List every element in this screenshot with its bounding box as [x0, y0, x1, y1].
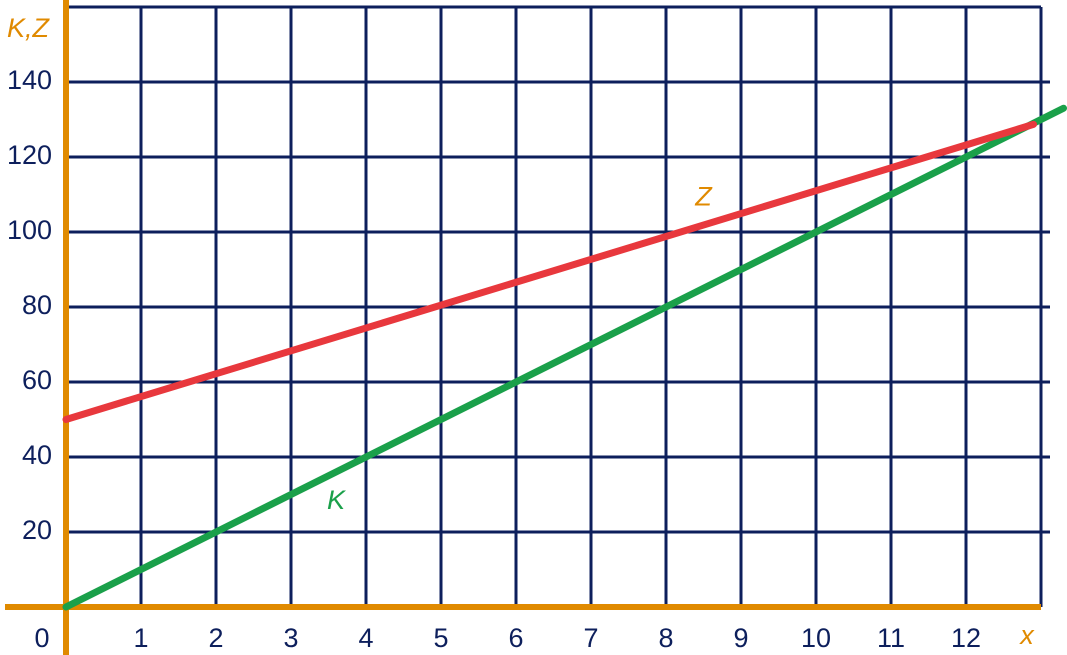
y-tick-label: 60 — [22, 365, 52, 395]
x-tick-label: 12 — [951, 623, 981, 653]
x-axis-label: x — [1018, 620, 1035, 650]
annotation: K — [327, 485, 346, 515]
origin-label: 0 — [34, 623, 49, 653]
x-tick-label: 6 — [508, 623, 523, 653]
x-tick-label: 7 — [583, 623, 598, 653]
y-tick-label: 100 — [7, 215, 52, 245]
y-axis-label: K,Z — [7, 13, 51, 43]
x-tick-label: 1 — [133, 623, 148, 653]
x-tick-label: 10 — [801, 623, 831, 653]
y-tick-label: 120 — [7, 140, 52, 170]
line-series — [62, 120, 1037, 423]
x-tick-label: 9 — [733, 623, 748, 653]
y-tick-label: 80 — [22, 290, 52, 320]
y-tick-label: 140 — [7, 65, 52, 95]
x-tick-label: 2 — [208, 623, 223, 653]
y-tick-label: 40 — [22, 440, 52, 470]
annotation: Z — [694, 181, 713, 211]
y-tick-label: 20 — [22, 515, 52, 545]
x-tick-label: 5 — [433, 623, 448, 653]
x-tick-label: 11 — [877, 623, 905, 653]
line-series — [62, 104, 1067, 611]
x-tick-label: 8 — [658, 623, 673, 653]
x-tick-label: 4 — [358, 623, 373, 653]
x-tick-label: 3 — [283, 623, 298, 653]
